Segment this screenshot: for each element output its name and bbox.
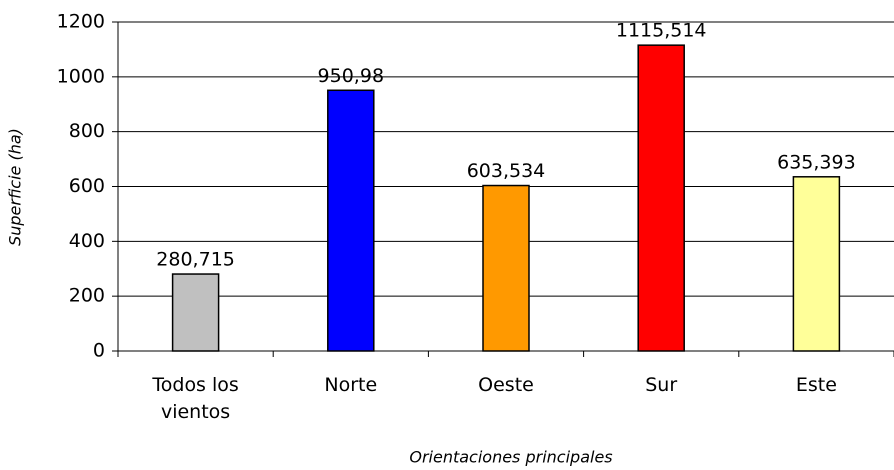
x-tick-label: Todos los vientos — [152, 374, 239, 423]
y-tick-label: 1200 — [57, 11, 105, 33]
y-tick-label: 800 — [69, 120, 105, 142]
data-label: 280,715 — [156, 249, 235, 271]
y-tick-label: 600 — [69, 175, 105, 197]
bar — [637, 44, 685, 352]
y-tick-label: 0 — [93, 340, 105, 362]
data-label: 635,393 — [777, 151, 856, 173]
bar — [482, 184, 530, 352]
bar — [792, 176, 841, 352]
x-tick-label: Norte — [324, 374, 378, 396]
y-tick-label: 200 — [69, 285, 105, 307]
y-tick-label: 1000 — [57, 65, 105, 87]
x-tick-label: Este — [795, 374, 837, 396]
data-label: 1115,514 — [616, 20, 707, 42]
data-label: 603,534 — [467, 160, 546, 182]
x-tick-label: Sur — [645, 374, 678, 396]
x-tick-label: Oeste — [478, 374, 534, 396]
bar — [171, 273, 220, 352]
x-axis-title: Orientaciones principales — [409, 448, 612, 467]
y-axis-title: Superficie (ha) — [6, 128, 25, 246]
bar — [327, 89, 375, 352]
data-label: 950,98 — [318, 65, 384, 87]
y-tick-label: 400 — [69, 230, 105, 252]
